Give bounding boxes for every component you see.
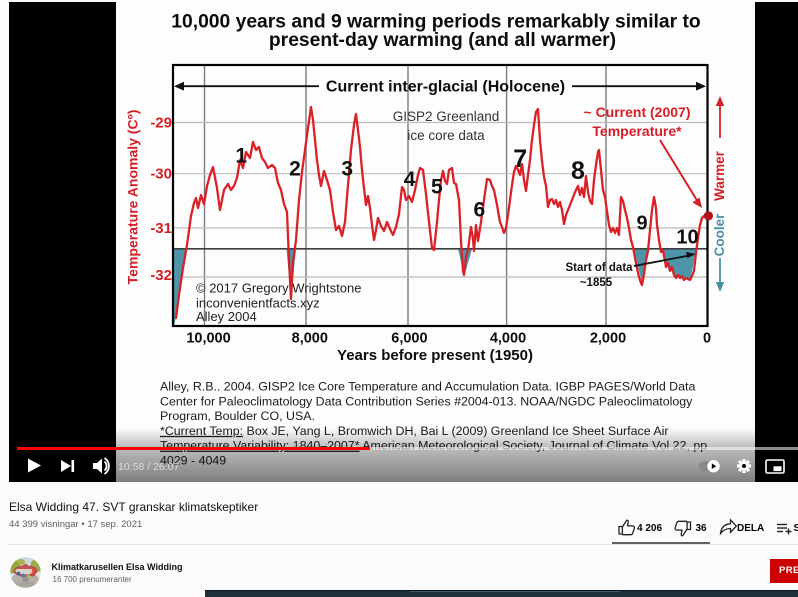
svg-text:~1855: ~1855: [580, 277, 613, 289]
svg-text:Center for Paleoclimatology Da: Center for Paleoclimatology Data Contrib…: [160, 394, 693, 408]
svg-text:1: 1: [235, 144, 247, 167]
svg-text:Start of data: Start of data: [565, 262, 633, 274]
svg-text:4,000: 4,000: [490, 331, 526, 347]
svg-text:10,000: 10,000: [186, 331, 230, 347]
svg-text:9: 9: [636, 213, 647, 235]
svg-text:Program, Boulder CO, USA.: Program, Boulder CO, USA.: [160, 409, 315, 423]
svg-text:2: 2: [289, 157, 301, 180]
svg-text:~ Current (2007): ~ Current (2007): [584, 104, 691, 120]
svg-text:10: 10: [676, 227, 698, 249]
svg-text:Temperature Anomaly (Cº): Temperature Anomaly (Cº): [125, 110, 141, 285]
svg-text:8: 8: [571, 157, 585, 185]
svg-text:6,000: 6,000: [391, 331, 427, 347]
svg-text:8,000: 8,000: [292, 331, 328, 347]
svg-text:inconvenientfacts.xyz: inconvenientfacts.xyz: [196, 296, 320, 311]
svg-text:-31: -31: [150, 220, 172, 237]
svg-text:10,000 years and 9 warming per: 10,000 years and 9 warming periods remar…: [171, 12, 701, 33]
svg-text:2,000: 2,000: [590, 331, 626, 347]
svg-text:Current inter-glacial (Holocen: Current inter-glacial (Holocene): [326, 79, 565, 96]
svg-text:Temperature*: Temperature*: [592, 123, 682, 139]
svg-text:Cooler: Cooler: [712, 213, 727, 257]
svg-text:ice core data: ice core data: [407, 128, 485, 143]
svg-text:3: 3: [341, 157, 353, 180]
svg-text:Warmer: Warmer: [712, 150, 727, 201]
svg-text:-30: -30: [150, 166, 172, 183]
svg-text:Alley, R.B.. 2004. GISP2 Ice C: Alley, R.B.. 2004. GISP2 Ice Core Temper…: [160, 380, 695, 394]
svg-text:present-day warming (and all w: present-day warming (and all warmer): [269, 30, 616, 51]
svg-text:4: 4: [404, 168, 416, 191]
svg-text:Alley 2004: Alley 2004: [196, 309, 257, 324]
svg-text:© 2017 Gregory Wrightstone: © 2017 Gregory Wrightstone: [196, 281, 361, 296]
svg-text:10:58 / 26:07: 10:58 / 26:07: [118, 461, 179, 473]
svg-text:GISP2 Greenland: GISP2 Greenland: [393, 109, 500, 124]
svg-text:-29: -29: [150, 115, 172, 132]
svg-text:-32: -32: [150, 267, 172, 284]
svg-text:Years before present (1950): Years before present (1950): [337, 347, 533, 364]
svg-text:7: 7: [513, 145, 527, 173]
svg-text:0: 0: [703, 331, 711, 347]
svg-text:5: 5: [431, 176, 443, 199]
svg-text:6: 6: [473, 198, 485, 221]
